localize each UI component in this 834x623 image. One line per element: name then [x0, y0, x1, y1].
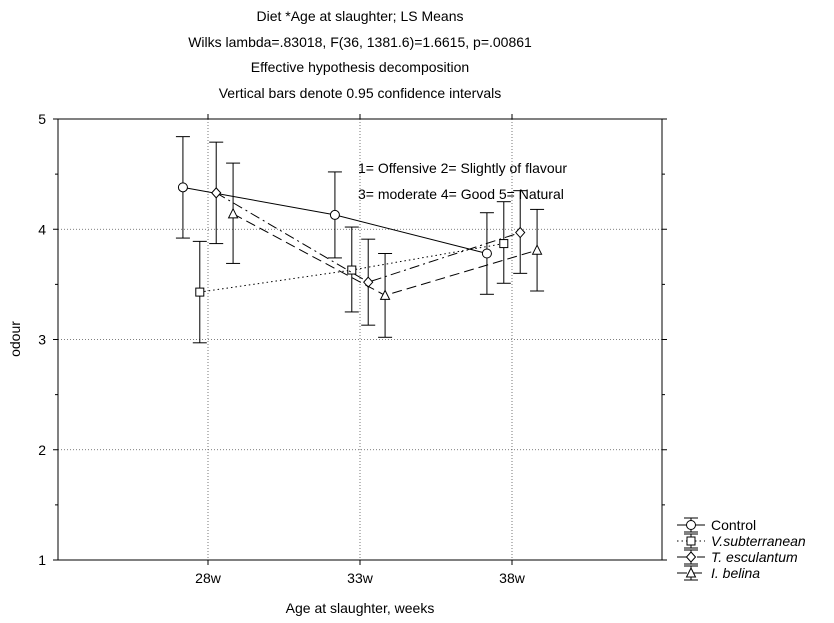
- legend-item-control: Control: [677, 517, 756, 533]
- y-tick-label: 4: [38, 221, 46, 237]
- y-tick-labels: 1 2 3 4 5: [38, 111, 46, 568]
- y-tick-label: 2: [38, 442, 46, 458]
- data-point: [363, 276, 374, 288]
- data-point: [195, 287, 205, 297]
- data-point: [227, 207, 239, 219]
- x-axis-label: Age at slaughter, weeks: [286, 600, 435, 616]
- y-tick-label: 1: [38, 552, 46, 568]
- y-tick-label: 5: [38, 111, 46, 127]
- data-point: [177, 182, 188, 193]
- legend-marker: [686, 520, 696, 530]
- series-i-belina: [226, 162, 545, 338]
- legend-item-v-subterranean: V.subterranean: [677, 533, 806, 549]
- x-tick-labels: 28w 33w 38w: [195, 570, 526, 586]
- series-t-esculantum: [209, 141, 528, 326]
- series-layer: [175, 136, 545, 344]
- legend-label: V.subterranean: [711, 533, 806, 549]
- legend-marker: [685, 566, 697, 578]
- title-line-3: Effective hypothesis decomposition: [251, 59, 469, 75]
- legend-label: Control: [711, 517, 756, 533]
- data-point: [347, 265, 357, 275]
- title-line-2: Wilks lambda=.83018, F(36, 1381.6)=1.661…: [188, 34, 532, 50]
- chart-title: Diet *Age at slaughter; LS Means Wilks l…: [188, 8, 532, 101]
- axis-ticks: [53, 114, 667, 565]
- data-point: [481, 248, 492, 259]
- title-line-1: Diet *Age at slaughter; LS Means: [256, 8, 463, 24]
- y-axis-label: odour: [7, 321, 23, 357]
- x-tick-label: 38w: [499, 570, 526, 586]
- title-line-4: Vertical bars denote 0.95 confidence int…: [219, 85, 502, 101]
- x-tick-label: 33w: [347, 570, 374, 586]
- annotation-line-1: 1= Offensive 2= Slightly of flavour: [358, 160, 567, 176]
- x-tick-label: 28w: [195, 570, 222, 586]
- y-tick-label: 3: [38, 332, 46, 348]
- data-point: [531, 244, 543, 255]
- legend-marker: [685, 551, 697, 563]
- series-line: [215, 192, 521, 283]
- legend-item-t-esculantum: T. esculantum: [677, 549, 798, 565]
- legend-label: T. esculantum: [711, 549, 798, 565]
- data-point: [211, 187, 222, 199]
- data-point: [515, 226, 526, 239]
- legend-marker: [686, 536, 696, 546]
- legend-label: I. belina: [711, 565, 760, 581]
- data-point: [329, 209, 340, 220]
- series-control: [175, 136, 494, 295]
- data-point: [499, 239, 509, 249]
- data-point: [379, 289, 391, 300]
- annotation-line-2: 3= moderate 4= Good 5= Natural: [358, 186, 564, 202]
- series-v-subterranean: [192, 201, 511, 344]
- legend-item-i-belina: I. belina: [677, 565, 760, 581]
- scale-annotation: 1= Offensive 2= Slightly of flavour 3= m…: [358, 160, 567, 202]
